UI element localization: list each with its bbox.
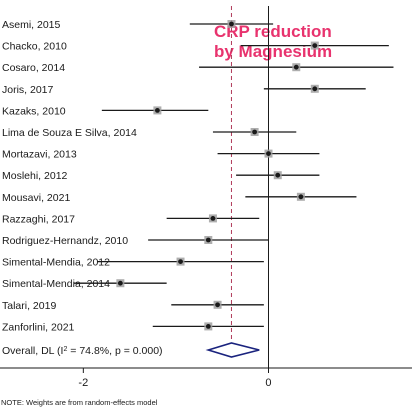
study-row: Moslehi, 2012 — [2, 170, 320, 182]
point-estimate — [205, 324, 211, 329]
study-rows: Asemi, 2015 Chacko, 2010 Cosaro, 2014 Joris… — [2, 19, 394, 333]
study-label: Simental-Mendia, 2014 — [2, 278, 110, 290]
study-row: Asemi, 2015 — [2, 19, 274, 31]
study-label: Simental-Mendia, 2012 — [2, 257, 110, 269]
study-row: Mousavi, 2021 — [2, 192, 357, 204]
point-estimate — [266, 151, 271, 157]
point-estimate — [298, 194, 304, 200]
study-label: Kazaks, 2010 — [2, 105, 66, 117]
point-estimate — [205, 237, 211, 243]
point-estimate — [312, 43, 318, 48]
overall-diamond — [205, 342, 260, 358]
point-estimate — [154, 108, 160, 113]
study-label: Joris, 2017 — [2, 84, 54, 96]
study-label: Asemi, 2015 — [2, 19, 61, 31]
x-tick-label: -2 — [78, 377, 88, 389]
study-row: Simental-Mendia, 2012 — [2, 257, 264, 269]
point-estimate — [275, 172, 281, 178]
point-estimate — [293, 64, 299, 70]
study-row: Zanforlini, 2021 — [2, 321, 264, 333]
point-estimate — [117, 280, 123, 286]
study-label: Mousavi, 2021 — [2, 192, 70, 204]
point-estimate — [215, 302, 220, 308]
study-label: Razzaghi, 2017 — [2, 213, 75, 225]
point-estimate — [229, 21, 234, 27]
study-row: Simental-Mendia, 2014 — [2, 278, 167, 290]
point-estimate — [178, 259, 183, 264]
study-label: Cosaro, 2014 — [2, 62, 65, 74]
overall-label: Overall, DL (I2 = 74.8%, p = 0.000) — [2, 345, 163, 357]
study-row: Cosaro, 2014 — [2, 62, 394, 74]
study-row: Lima de Souza E Silva, 2014 — [2, 127, 297, 139]
x-axis: -2 0 — [0, 367, 412, 389]
study-label: Talari, 2019 — [2, 300, 56, 312]
weights-note: NOTE: Weights are from random-effects mo… — [1, 398, 158, 407]
chart-title-line-2: by Magnesium — [214, 42, 332, 61]
study-label: Zanforlini, 2021 — [2, 321, 75, 333]
point-estimate — [252, 129, 258, 135]
chart-title-line-1: CRP reduction — [214, 22, 332, 41]
study-row: Rodriguez-Hernandz, 2010 — [2, 235, 269, 247]
study-row: Chacko, 2010 — [2, 41, 389, 53]
study-label: Chacko, 2010 — [2, 41, 67, 53]
overall-row: Overall, DL (I2 = 74.8%, p = 0.000) — [2, 342, 260, 358]
reference-lines — [230, 6, 269, 368]
study-label: Moslehi, 2012 — [2, 170, 68, 182]
point-estimate — [312, 86, 318, 92]
study-row: Joris, 2017 — [2, 84, 366, 96]
study-row: Talari, 2019 — [2, 300, 264, 312]
x-tick-label: 0 — [265, 377, 271, 389]
point-estimate — [210, 216, 216, 221]
study-label: Lima de Souza E Silva, 2014 — [2, 127, 137, 139]
study-row: Mortazavi, 2013 — [2, 149, 320, 161]
study-row: Razzaghi, 2017 — [2, 213, 260, 225]
study-row: Kazaks, 2010 — [2, 105, 209, 117]
study-label: Mortazavi, 2013 — [2, 149, 77, 161]
study-label: Rodriguez-Hernandz, 2010 — [2, 235, 128, 247]
